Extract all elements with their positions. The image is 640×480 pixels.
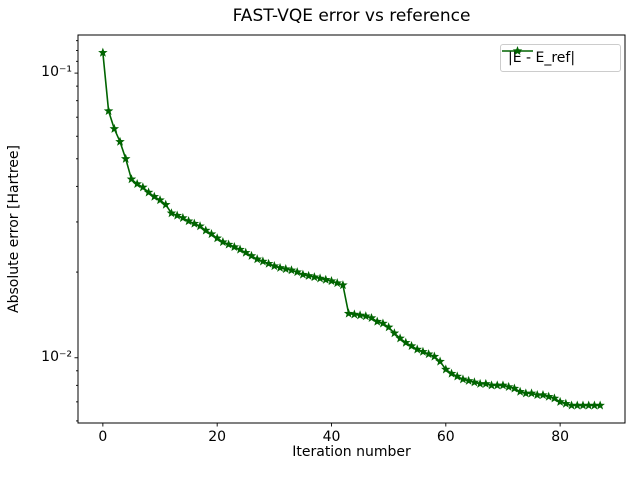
y-tick-label: 10⁻² bbox=[41, 348, 72, 365]
x-axis-label: Iteration number bbox=[292, 444, 411, 460]
series-star-markers bbox=[98, 47, 605, 410]
chart-title: FAST-VQE error vs reference bbox=[232, 6, 471, 26]
y-axis-label: Absolute error [Hartree] bbox=[6, 145, 22, 313]
axis-ticks bbox=[74, 40, 561, 427]
x-tick-label: 40 bbox=[322, 429, 341, 445]
x-tick-label: 80 bbox=[551, 429, 570, 445]
legend-entry-label: |E - E_ref| bbox=[508, 50, 576, 66]
x-tick-label: 60 bbox=[436, 429, 455, 445]
legend: |E - E_ref| bbox=[500, 44, 621, 72]
series-line bbox=[102, 52, 601, 407]
x-tick-label: 0 bbox=[98, 429, 108, 445]
x-tick-label: 20 bbox=[208, 429, 227, 445]
y-tick-label: 10⁻¹ bbox=[41, 64, 72, 81]
legend-line-swatch bbox=[502, 46, 533, 56]
error-series bbox=[98, 47, 605, 410]
axes-spines bbox=[77, 34, 626, 424]
star-marker-icon bbox=[512, 46, 523, 56]
